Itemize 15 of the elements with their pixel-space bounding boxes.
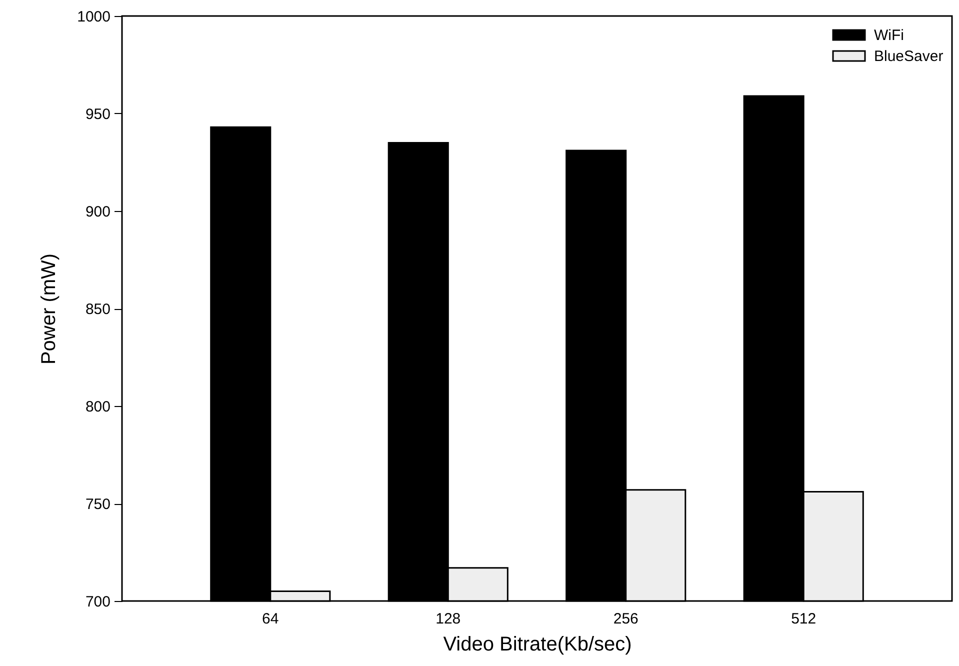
y-tick-label: 750: [85, 496, 110, 513]
x-tick-label: 128: [436, 610, 461, 628]
y-tick-label: 900: [85, 204, 110, 220]
y-tick-label: 850: [85, 301, 110, 318]
legend-label: BlueSaver: [874, 48, 944, 65]
y-tick-label: 700: [85, 594, 110, 610]
x-tick-label: 64: [262, 610, 279, 628]
x-tick-label: 512: [791, 610, 816, 628]
legend-label: WiFi: [874, 27, 904, 44]
y-axis-title: Power (mW): [38, 253, 60, 365]
y-tick-label: 800: [85, 398, 110, 416]
y-tick-label: 1000: [77, 8, 110, 26]
x-axis-title: Video Bitrate(Kb/sec): [443, 634, 632, 656]
x-tick-label: 256: [613, 610, 638, 628]
y-tick-label: 950: [85, 106, 110, 123]
